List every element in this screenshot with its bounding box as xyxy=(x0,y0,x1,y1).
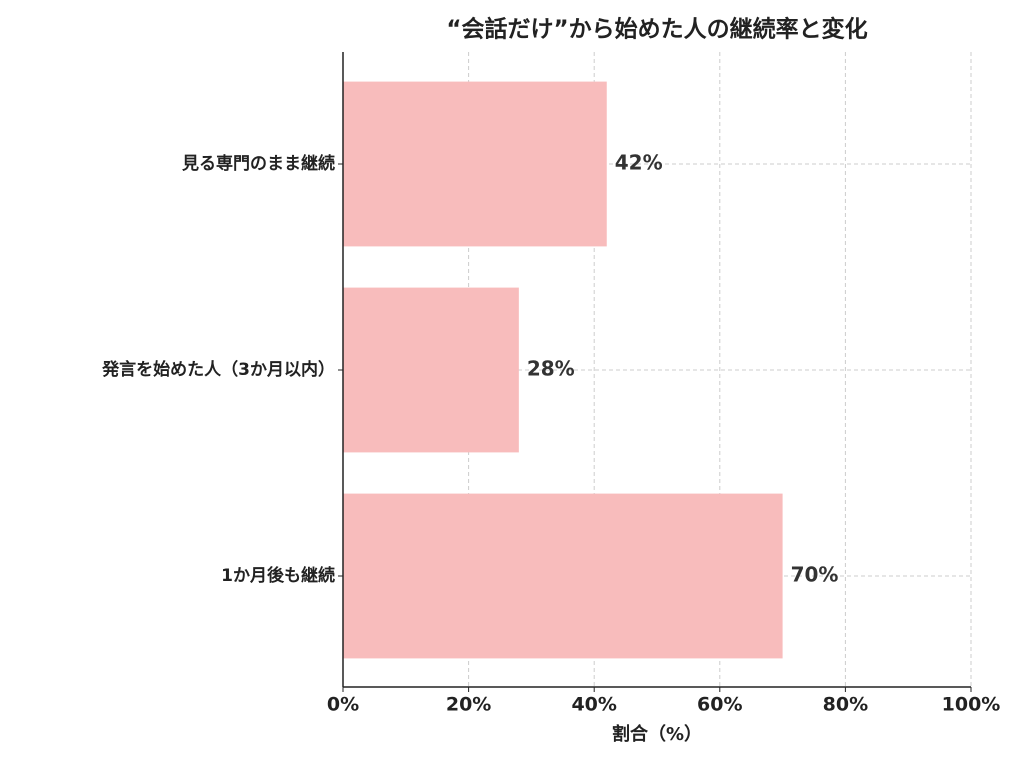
x-tick-label: 60% xyxy=(697,694,742,716)
bar xyxy=(343,493,783,659)
y-tick-label: 発言を始めた人（3か月以内） xyxy=(101,359,335,380)
chart-title: “会話だけ”から始めた人の継続率と変化 xyxy=(446,16,867,43)
x-tick-label: 20% xyxy=(446,694,491,716)
value-label: 70% xyxy=(791,563,839,587)
x-axis-label: 割合（%） xyxy=(612,723,702,745)
x-tick-label: 40% xyxy=(571,694,616,716)
x-tick-label: 80% xyxy=(823,694,868,716)
x-tick-label: 100% xyxy=(942,694,1001,716)
value-label: 42% xyxy=(615,151,663,175)
bar xyxy=(343,81,607,247)
bar xyxy=(343,287,519,453)
y-tick-label: 1か月後も継続 xyxy=(221,565,335,586)
x-tick-label: 0% xyxy=(327,694,359,716)
value-label: 28% xyxy=(527,357,575,381)
y-tick-label: 見る専門のまま継続 xyxy=(181,153,335,174)
